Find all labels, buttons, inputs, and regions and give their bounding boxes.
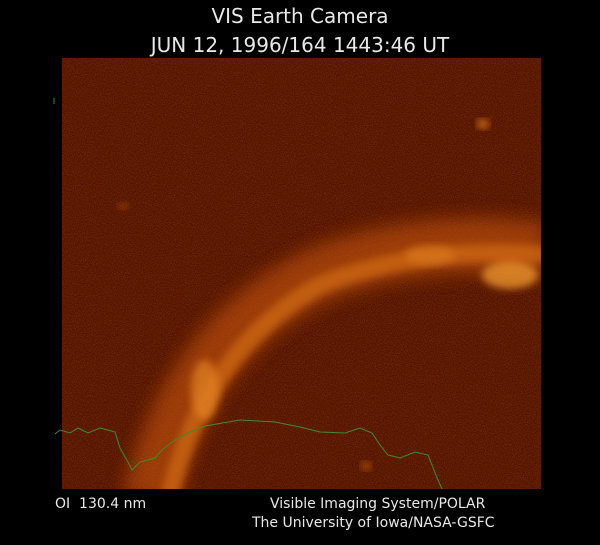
auroral-image — [62, 58, 541, 489]
subtitle: JUN 12, 1996/164 1443:46 UT — [149, 33, 450, 57]
credit-line: Visible Imaging System/POLAR — [270, 496, 486, 512]
credit-line: The University of Iowa/NASA-GSFC — [251, 515, 495, 531]
title: VIS Earth Camera — [211, 4, 388, 28]
coastline — [54, 419, 443, 490]
wavelength: OI 130.4 nm — [55, 496, 146, 512]
